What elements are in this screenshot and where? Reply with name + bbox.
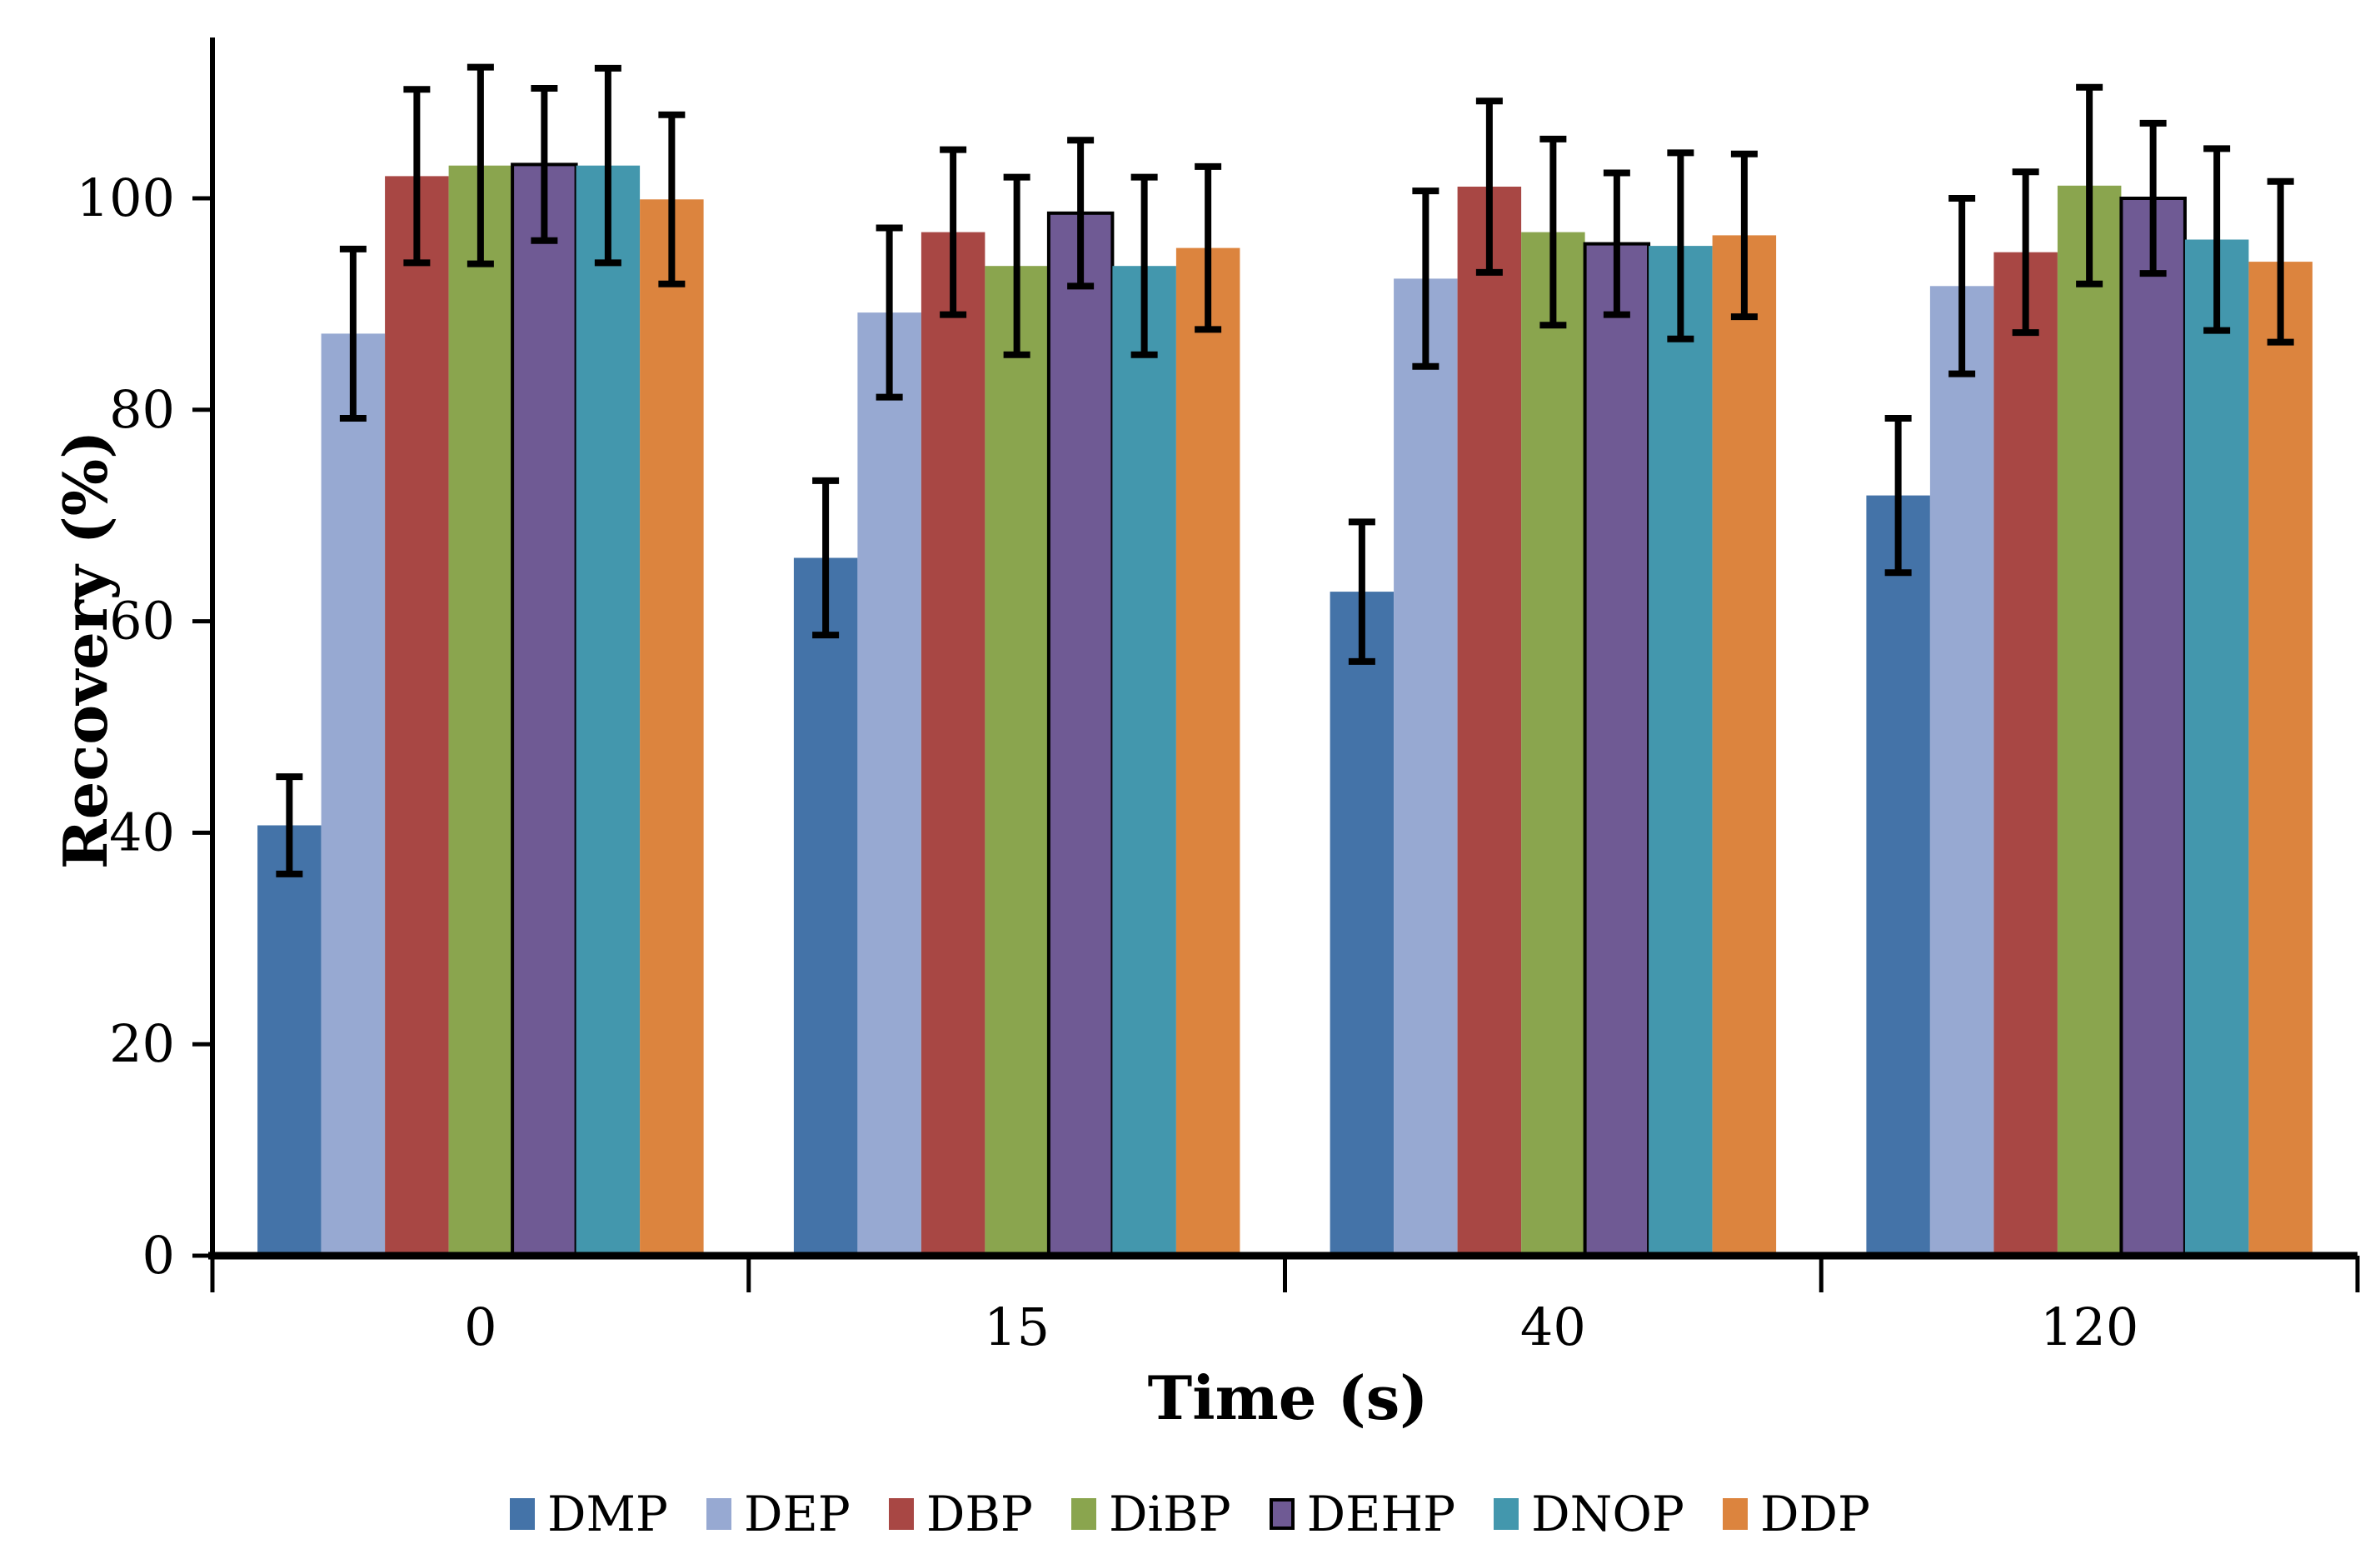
legend-label-DDP: DDP: [1759, 1486, 1870, 1542]
legend-swatch-DMP: [510, 1498, 536, 1530]
y-axis-title: Recovery (%): [50, 431, 121, 870]
error-bar-DiBP-120: [2076, 83, 2103, 287]
legend-label-DNOP: DNOP: [1531, 1486, 1684, 1542]
bar-DNOP-120: [2184, 239, 2249, 1256]
legend-item-DEP: DEP: [706, 1490, 851, 1538]
error-bar-DEHP-0: [531, 85, 558, 244]
legend-swatch-DEP: [706, 1498, 731, 1530]
bar-DDP-0: [640, 199, 704, 1256]
bar-DMP-120: [1866, 495, 1930, 1256]
bar-DBP-40: [1457, 187, 1522, 1256]
error-bar-DEHP-40: [1603, 169, 1630, 318]
legend-label-DEHP: DEHP: [1306, 1486, 1456, 1542]
legend-swatch-DDP: [1722, 1498, 1748, 1530]
bar-DEHP-15: [1046, 211, 1115, 1257]
error-bar-DDP-15: [1195, 162, 1222, 333]
x-tick-label-0: 0: [464, 1297, 496, 1357]
bar-DEP-120: [1929, 286, 1994, 1256]
bar-DEHP-40: [1583, 242, 1651, 1258]
error-bar-DMP-15: [812, 477, 840, 639]
bar-DDP-120: [2248, 262, 2313, 1257]
bar-DNOP-15: [1112, 266, 1176, 1257]
legend-label-DiBP: DiBP: [1108, 1486, 1231, 1542]
error-bar-DEP-40: [1412, 187, 1439, 370]
error-bar-DBP-40: [1475, 97, 1503, 276]
bar-DEP-15: [857, 312, 921, 1257]
y-tick-label-40: 40: [109, 802, 175, 862]
bar-DMP-15: [793, 557, 858, 1256]
bars-layer: [257, 162, 2313, 1258]
error-bar-DBP-0: [403, 86, 431, 267]
bar-DDP-40: [1712, 235, 1777, 1256]
legend-item-DNOP: DNOP: [1494, 1490, 1684, 1538]
bar-DBP-120: [1993, 252, 2058, 1257]
error-bar-DDP-120: [2267, 177, 2294, 346]
x-axis-title: Time (s): [1148, 1362, 1429, 1433]
error-bar-DNOP-15: [1130, 173, 1158, 358]
error-bar-DiBP-15: [1003, 173, 1030, 358]
error-bar-DBP-15: [940, 146, 967, 318]
error-bar-DNOP-120: [2203, 145, 2231, 334]
error-bar-DiBP-40: [1539, 135, 1567, 329]
x-tick-label-40: 40: [1520, 1297, 1586, 1357]
tick-labels-layer: 0 20 40 60 80 100 0 15 40 120: [77, 167, 2139, 1357]
bar-DMP-0: [257, 825, 322, 1256]
legend-item-DEHP: DEHP: [1269, 1486, 1456, 1542]
legend-swatch-DNOP: [1494, 1498, 1519, 1530]
y-tick-label-100: 100: [77, 167, 175, 228]
error-bar-DEP-15: [876, 224, 903, 401]
legend-label-DMP: DMP: [547, 1486, 668, 1542]
legend-item-DBP: DBP: [888, 1486, 1033, 1542]
bar-DEHP-120: [2119, 197, 2187, 1257]
error-bar-DNOP-0: [594, 64, 621, 267]
error-bars-layer: [276, 63, 2294, 877]
legend-swatch-DBP: [888, 1498, 914, 1530]
legend-swatch-DiBP: [1070, 1498, 1096, 1530]
legend-item-DiBP: DiBP: [1070, 1486, 1231, 1542]
y-tick-label-20: 20: [109, 1013, 175, 1074]
error-bar-DMP-120: [1884, 414, 1912, 577]
bar-DBP-15: [921, 232, 985, 1257]
error-bar-DEHP-120: [2139, 119, 2167, 277]
bar-DiBP-0: [448, 165, 513, 1257]
error-bar-DDP-0: [658, 111, 686, 287]
legend-item-DMP: DMP: [510, 1490, 668, 1538]
error-bar-DEP-0: [339, 245, 367, 422]
bar-DEP-40: [1394, 278, 1458, 1256]
legend-swatch-DEHP: [1269, 1498, 1295, 1530]
y-tick-label-60: 60: [109, 591, 175, 652]
error-bar-DBP-120: [2012, 168, 2039, 337]
bar-DBP-0: [385, 176, 449, 1256]
bar-DiBP-15: [985, 266, 1049, 1257]
chart-legend: DMP DEP DBP DiBP DEHP DNOP DDP: [0, 1490, 2380, 1538]
legend-item-DDP: DDP: [1722, 1486, 1870, 1542]
y-tick-label-0: 0: [142, 1225, 175, 1286]
bar-DNOP-40: [1649, 246, 1713, 1257]
error-bar-DDP-40: [1730, 150, 1758, 321]
bar-DiBP-120: [2057, 185, 2122, 1256]
bar-DiBP-40: [1521, 232, 1585, 1257]
bar-DEP-0: [321, 333, 386, 1256]
y-tick-label-80: 80: [109, 379, 175, 440]
bar-DDP-15: [1175, 247, 1240, 1257]
legend-label-DBP: DBP: [926, 1486, 1033, 1542]
x-tick-label-15: 15: [984, 1297, 1050, 1357]
bar-DEHP-0: [511, 162, 578, 1257]
error-bar-DNOP-40: [1667, 149, 1694, 342]
error-bar-DMP-40: [1348, 518, 1375, 665]
bar-DMP-40: [1330, 592, 1395, 1256]
error-bar-DEHP-15: [1067, 137, 1095, 290]
axes-layer: [192, 37, 2360, 1292]
legend-label-DEP: DEP: [743, 1486, 851, 1542]
x-tick-label-120: 120: [2040, 1297, 2138, 1357]
bar-DNOP-0: [576, 165, 641, 1257]
error-bar-DMP-0: [276, 773, 303, 877]
error-bar-DiBP-0: [467, 63, 494, 267]
error-bar-DEP-120: [1948, 195, 1976, 377]
